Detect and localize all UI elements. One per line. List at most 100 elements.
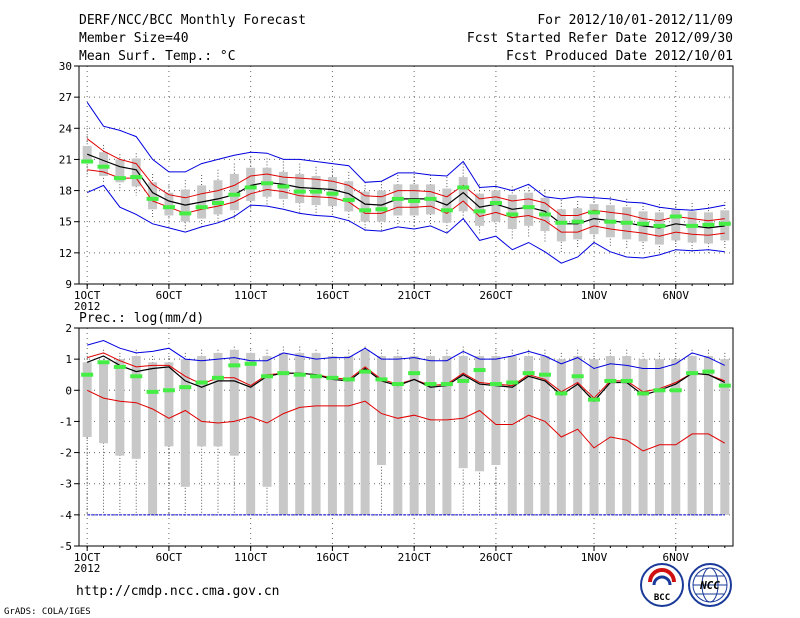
ensemble-box [131, 356, 141, 459]
ensemble-box [360, 191, 370, 222]
ensemble-box [524, 356, 534, 515]
median-marker [244, 361, 257, 366]
ensemble-box [376, 190, 386, 222]
median-marker [424, 382, 437, 387]
source-url[interactable]: http://cmdp.ncc.cma.gov.cn [76, 584, 280, 599]
ensemble-box [131, 158, 141, 187]
y-tick-label: -1 [59, 415, 72, 428]
median-marker [81, 159, 94, 164]
median-marker [97, 360, 110, 365]
median-marker [81, 372, 94, 377]
median-marker [326, 375, 339, 380]
median-marker [228, 192, 241, 197]
median-marker [653, 223, 666, 228]
forecast-period: For 2012/10/01-2012/11/09 [537, 13, 733, 28]
median-marker [440, 382, 453, 387]
median-marker [261, 374, 274, 379]
median-marker [261, 181, 274, 186]
ensemble-box [475, 356, 485, 472]
x-tick-label: 1OCT [74, 289, 101, 302]
ensemble-box [311, 352, 321, 515]
median-marker [97, 164, 110, 169]
x-tick-label: 16OCT [316, 289, 349, 302]
median-marker [130, 175, 143, 180]
ensemble-box [327, 177, 337, 207]
y-tick-label: 1 [65, 353, 72, 366]
median-marker [718, 221, 731, 226]
ensemble-box [491, 356, 501, 466]
ensemble-box [491, 190, 501, 222]
ensemble-box [295, 352, 305, 515]
ensemble-box [687, 356, 697, 515]
median-marker [408, 198, 421, 203]
y-tick-label: 12 [59, 247, 72, 260]
ensemble-box [589, 359, 599, 515]
median-marker [146, 389, 159, 394]
median-marker [473, 368, 486, 373]
outer-upper-line [86, 102, 725, 211]
median-marker [669, 388, 682, 393]
ensemble-box [556, 209, 566, 242]
precip-panel-title: Prec.: log(mm/d) [79, 311, 204, 326]
ensemble-box [720, 359, 730, 515]
y-tick-label: -5 [59, 540, 72, 553]
y-tick-label: 27 [59, 91, 72, 104]
x-tick-label: 21OCT [398, 289, 431, 302]
ensemble-box [426, 356, 436, 515]
median-marker [211, 201, 224, 206]
median-marker [228, 363, 241, 368]
median-marker [473, 209, 486, 214]
ensemble-box [442, 356, 452, 515]
y-tick-label: 15 [59, 216, 72, 229]
fcst-produced-date: Fcst Produced Date 2012/10/01 [506, 49, 733, 64]
x-tick-label: 1OCT [74, 551, 101, 564]
ensemble-mean-line [86, 153, 725, 229]
median-marker [686, 223, 699, 228]
median-marker [277, 371, 290, 376]
x-tick-label: 6OCT [156, 289, 183, 302]
median-marker [555, 391, 568, 396]
y-tick-label: -3 [59, 478, 72, 491]
inner-lower-line [86, 389, 726, 452]
median-marker [555, 220, 568, 225]
x-tick-label: 6NOV [663, 551, 690, 564]
ensemble-box [703, 356, 713, 515]
median-marker [391, 196, 404, 201]
x-tick-label: 11OCT [234, 289, 267, 302]
ensemble-box [376, 356, 386, 466]
median-marker [457, 378, 470, 383]
precipitation-plot-frame [78, 327, 734, 547]
median-marker [718, 383, 731, 388]
ensemble-box [295, 173, 305, 204]
median-marker [113, 176, 126, 181]
median-marker [538, 212, 551, 217]
y-tick-label: 21 [59, 153, 72, 166]
median-marker [637, 391, 650, 396]
y-tick-label: 0 [65, 384, 72, 397]
ensemble-box [115, 159, 125, 183]
ensemble-box [213, 180, 223, 215]
ensemble-box [360, 349, 370, 515]
median-marker [653, 388, 666, 393]
ensemble-box [164, 362, 174, 447]
ensemble-box [573, 356, 583, 515]
median-marker [489, 382, 502, 387]
median-marker [538, 372, 551, 377]
ensemble-box [393, 356, 403, 515]
ncc-logo: NCC [688, 563, 732, 607]
x-tick-label: 26OCT [479, 289, 512, 302]
ensemble-box [671, 209, 681, 241]
y-tick-label: -4 [59, 509, 73, 522]
median-marker [359, 208, 372, 213]
ensemble-box [638, 359, 648, 515]
median-marker [359, 369, 372, 374]
median-marker [424, 196, 437, 201]
member-size-label: Member Size=40 [79, 31, 189, 46]
median-marker [506, 380, 519, 385]
ensemble-box [507, 194, 517, 229]
x-tick-label: 6NOV [663, 289, 690, 302]
median-marker [326, 191, 339, 196]
median-marker [162, 388, 175, 393]
